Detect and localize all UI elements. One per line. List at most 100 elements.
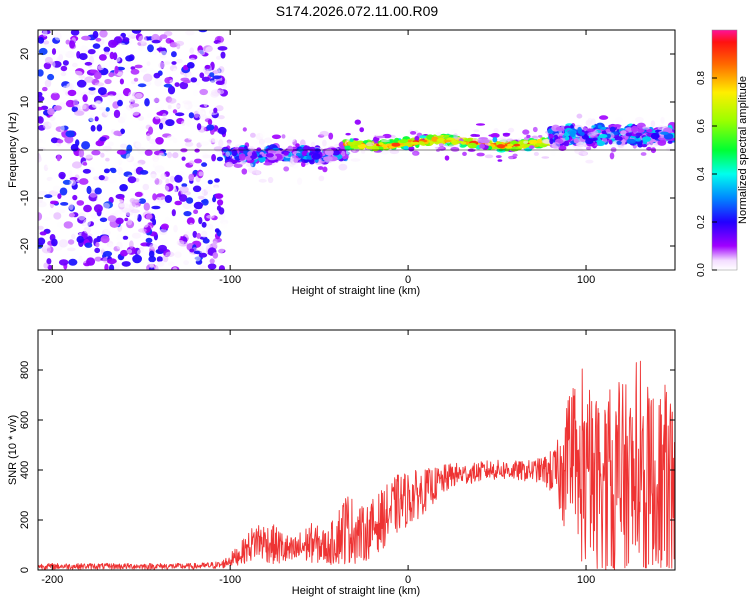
spectrogram-cell [187,133,193,141]
spectrogram-cell [107,141,114,147]
spectrogram-cell [182,100,192,105]
spectrogram-cell [149,144,159,153]
spectrogram-y-tick-label: 0 [19,147,31,153]
spectrogram-cell [105,157,110,162]
spectrogram-cell [215,105,224,112]
spectrogram-cell [198,265,207,270]
spectrogram-cell [86,185,92,195]
spectrogram-cell [247,151,253,157]
spectrogram-cell [614,117,624,124]
spectrogram-cell [287,136,296,143]
spectrogram-cell [68,212,75,218]
spectrogram-cell [123,96,129,101]
spectrogram-cell [131,232,142,239]
spectrogram-cell [538,135,543,138]
spectrogram-cell [114,262,120,270]
spectrogram-cell [163,61,171,65]
spectrogram-cell [283,151,289,156]
spectrogram-cell [212,240,218,249]
spectrogram-cell [479,143,485,149]
spectrogram-cell [107,215,117,223]
spectrogram-cell [508,127,515,133]
spectrogram-cell [238,153,246,161]
spectrogram-cell [159,34,168,39]
spectrogram-cell [115,93,125,102]
spectrogram-cell [256,147,262,152]
spectrogram-cell [217,115,225,120]
spectrogram-cell [53,212,62,220]
spectrogram-cell [58,259,69,266]
spectrogram-cell [200,141,209,146]
spectrogram-cell [53,105,62,111]
snr-series-line [38,360,675,570]
spectrogram-cell [281,160,292,167]
spectrogram-cell [130,209,140,214]
spectrogram-cell [156,256,163,263]
spectrogram-cell [410,141,420,145]
spectrogram-cell [174,251,182,258]
spectrogram-cell [98,246,107,251]
spectrogram-cell [212,252,219,259]
spectrogram-cell [197,195,205,200]
spectrogram-cell [153,72,161,79]
spectrogram-cell [151,39,161,44]
spectrogram-cell [135,92,143,99]
spectrogram-cell [43,217,52,221]
spectrogram-cell [125,55,134,62]
spectrogram-cell [218,265,225,270]
spectrogram-cell [217,245,225,254]
spectrogram-cell [548,133,554,140]
spectrogram-cell [208,80,217,85]
spectrogram-cell [175,112,185,117]
spectrogram-cell [76,88,82,97]
spectrogram-cell [173,224,178,233]
spectrogram-cell [38,36,45,44]
spectrogram-cell [196,123,202,131]
spectrogram-cell [94,82,105,87]
spectrogram-cell [145,67,155,76]
spectrogram-cell [660,131,669,135]
snr-x-tick-label: 0 [405,574,411,586]
colorbar: 0.0 0.2 0.4 0.6 0.8 Normalized spectral ampl… [696,29,749,277]
spectrogram-cell [132,254,143,264]
spectrogram-cell [50,92,60,101]
spectrogram-cell [508,156,514,160]
spectrogram-cell [165,251,175,258]
spectrogram-cell [86,257,96,266]
spectrogram-cell [189,248,195,253]
spectrogram-cell [70,30,80,36]
spectrogram-cell [68,170,73,177]
spectrogram-cell [90,125,96,132]
spectrogram-cell [146,132,151,142]
spectrogram-cell [185,141,194,147]
spectrogram-cell [271,134,282,140]
spectrogram-cell [134,64,143,69]
spectrogram-cell [172,68,178,76]
spectrogram-cell [107,114,116,120]
spectrogram-cell [155,137,164,145]
spectrogram-cell [39,231,47,236]
spectrogram-cell [131,30,142,34]
spectrogram-cell [541,156,550,159]
spectrogram-y-ticks: -20 -10 0 10 20 [19,48,675,254]
spectrogram-cell [129,197,136,204]
spectrogram-cell [410,131,417,135]
spectrogram-cell [115,217,124,225]
spectrogram-cell [217,46,228,51]
spectrogram-cell [83,218,91,227]
spectrogram-cell [73,99,79,108]
spectrogram-cell [214,178,220,183]
spectrogram-cell [192,185,202,193]
spectrogram-cell [166,151,173,159]
spectrogram-cell [283,166,290,172]
spectrogram-cell [167,261,175,267]
spectrogram-cell [201,221,207,228]
spectrogram-cell [130,68,140,75]
spectrogram-cell [165,178,170,185]
spectrogram-cell [124,47,129,52]
spectrogram-cell [309,146,316,152]
spectrogram-cell [41,245,51,249]
spectrogram-cell [436,148,440,152]
spectrogram-cell [190,77,198,83]
spectrogram-cell [169,175,176,183]
